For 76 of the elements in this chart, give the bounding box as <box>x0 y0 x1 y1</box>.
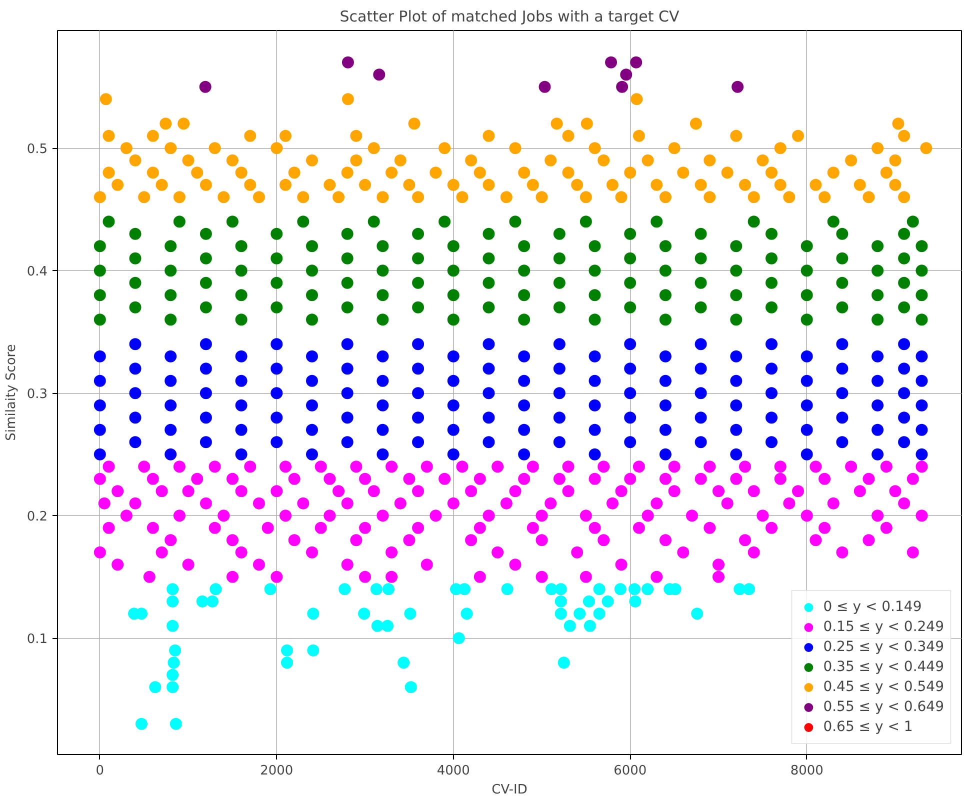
point <box>135 718 148 730</box>
y-tick-label: 0.1 <box>26 632 48 648</box>
point <box>554 595 567 608</box>
point <box>691 608 704 620</box>
point <box>732 80 744 93</box>
point <box>170 718 182 730</box>
point <box>358 608 370 620</box>
point <box>206 595 218 608</box>
point <box>264 583 276 596</box>
point <box>381 620 394 632</box>
point <box>166 583 179 596</box>
legend-label: 0.55 ≤ y < 0.649 <box>823 699 944 715</box>
point <box>280 644 293 656</box>
point <box>602 595 614 608</box>
point <box>538 80 551 93</box>
point <box>166 595 179 608</box>
point <box>620 68 632 81</box>
x-tick-label: 4000 <box>436 764 470 778</box>
point <box>169 644 182 656</box>
point <box>280 656 293 669</box>
point <box>452 632 465 644</box>
point <box>307 644 320 656</box>
point <box>382 583 394 596</box>
point <box>342 56 354 68</box>
point <box>574 608 586 620</box>
point <box>307 608 320 620</box>
point <box>149 681 162 694</box>
y-tick-label: 0.3 <box>26 387 48 402</box>
point <box>166 620 179 632</box>
point <box>373 68 386 81</box>
legend-label: 0.15 ≤ y < 0.249 <box>823 619 944 635</box>
y-tick-label: 0.2 <box>26 510 48 525</box>
point <box>630 56 642 68</box>
x-tick-label: 6000 <box>614 764 647 778</box>
legend-label: 0.25 ≤ y < 0.349 <box>823 639 944 655</box>
point <box>338 583 351 596</box>
point <box>593 608 606 620</box>
x-axis-title: CV-ID <box>492 782 528 798</box>
point <box>166 681 179 694</box>
point <box>370 583 382 596</box>
x-tick-label: 0 <box>96 764 104 778</box>
point <box>742 583 755 596</box>
chart-title: Scatter Plot of matched Jobs with a target CV <box>340 8 680 26</box>
y-tick-label: 0.5 <box>26 142 48 158</box>
point <box>558 656 570 669</box>
y-axis-title: Similaity Score <box>4 344 19 441</box>
point <box>614 583 626 596</box>
point <box>554 583 567 596</box>
point <box>584 620 596 632</box>
y-tick-label: 0.4 <box>26 264 48 280</box>
point <box>605 56 618 68</box>
point <box>398 656 410 669</box>
point <box>168 656 180 669</box>
point <box>166 668 179 681</box>
point <box>199 80 212 93</box>
legend-label: 0.45 ≤ y < 0.549 <box>823 679 944 695</box>
point <box>371 620 384 632</box>
point <box>554 608 567 620</box>
point <box>628 583 640 596</box>
point <box>404 608 416 620</box>
x-tick-label: 8000 <box>790 764 824 778</box>
point <box>404 681 417 694</box>
point <box>582 595 595 608</box>
point <box>629 595 642 608</box>
legend-label: 0.65 ≤ y < 1 <box>823 719 913 735</box>
point <box>642 583 654 596</box>
legend-label: 0 ≤ y < 0.149 <box>823 599 922 615</box>
point <box>460 608 473 620</box>
point <box>616 80 628 93</box>
point <box>501 583 514 596</box>
legend-label: 0.35 ≤ y < 0.449 <box>823 659 944 675</box>
point <box>593 583 606 596</box>
x-tick-label: 2000 <box>260 764 294 778</box>
point <box>210 583 222 596</box>
point <box>196 595 208 608</box>
point <box>564 620 576 632</box>
